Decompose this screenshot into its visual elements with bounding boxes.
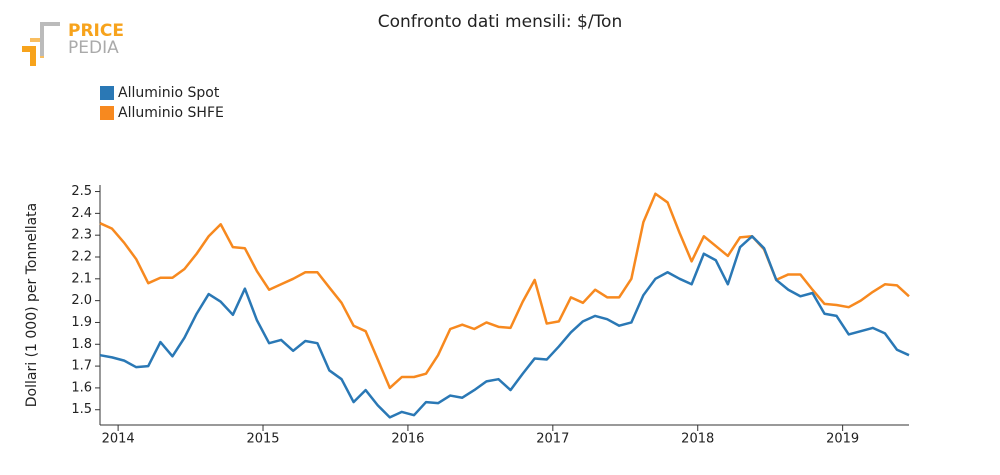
legend-swatch bbox=[100, 106, 114, 120]
legend-label: Alluminio SHFE bbox=[118, 105, 224, 121]
x-tick-label: 2016 bbox=[391, 432, 424, 447]
y-tick-label: 1.6 bbox=[71, 380, 92, 395]
logo-text: PRICE bbox=[68, 21, 124, 41]
line-series bbox=[99, 192, 910, 390]
x-tick-label: 2019 bbox=[826, 432, 859, 447]
logo: PRICE PEDIA bbox=[22, 21, 124, 66]
y-tick-label: 1.5 bbox=[71, 402, 92, 417]
line-series bbox=[99, 235, 910, 419]
y-tick-label: 2.1 bbox=[71, 271, 92, 286]
x-tick-label: 2018 bbox=[681, 432, 714, 447]
legend-label: Alluminio Spot bbox=[118, 85, 220, 101]
x-tick-label: 2014 bbox=[102, 432, 135, 447]
y-tick-label: 2.3 bbox=[71, 228, 92, 243]
chart-title: Confronto dati mensili: $/Ton bbox=[378, 12, 622, 32]
y-tick-label: 1.8 bbox=[71, 337, 92, 352]
legend-swatch bbox=[100, 86, 114, 100]
y-tick-label: 2.2 bbox=[71, 250, 92, 265]
x-tick-label: 2017 bbox=[536, 432, 569, 447]
y-tick-label: 1.7 bbox=[71, 359, 92, 374]
y-tick-label: 1.9 bbox=[71, 315, 92, 330]
logo-mark bbox=[40, 22, 60, 56]
y-tick-label: 2.4 bbox=[71, 206, 92, 221]
logo-text: PEDIA bbox=[68, 38, 119, 58]
x-tick-label: 2015 bbox=[246, 432, 279, 447]
logo-mark bbox=[22, 46, 36, 66]
y-tick-label: 2.5 bbox=[71, 184, 92, 199]
y-axis-label: Dollari (1 000) per Tonnellata bbox=[24, 203, 40, 407]
y-tick-label: 2.0 bbox=[71, 293, 92, 308]
